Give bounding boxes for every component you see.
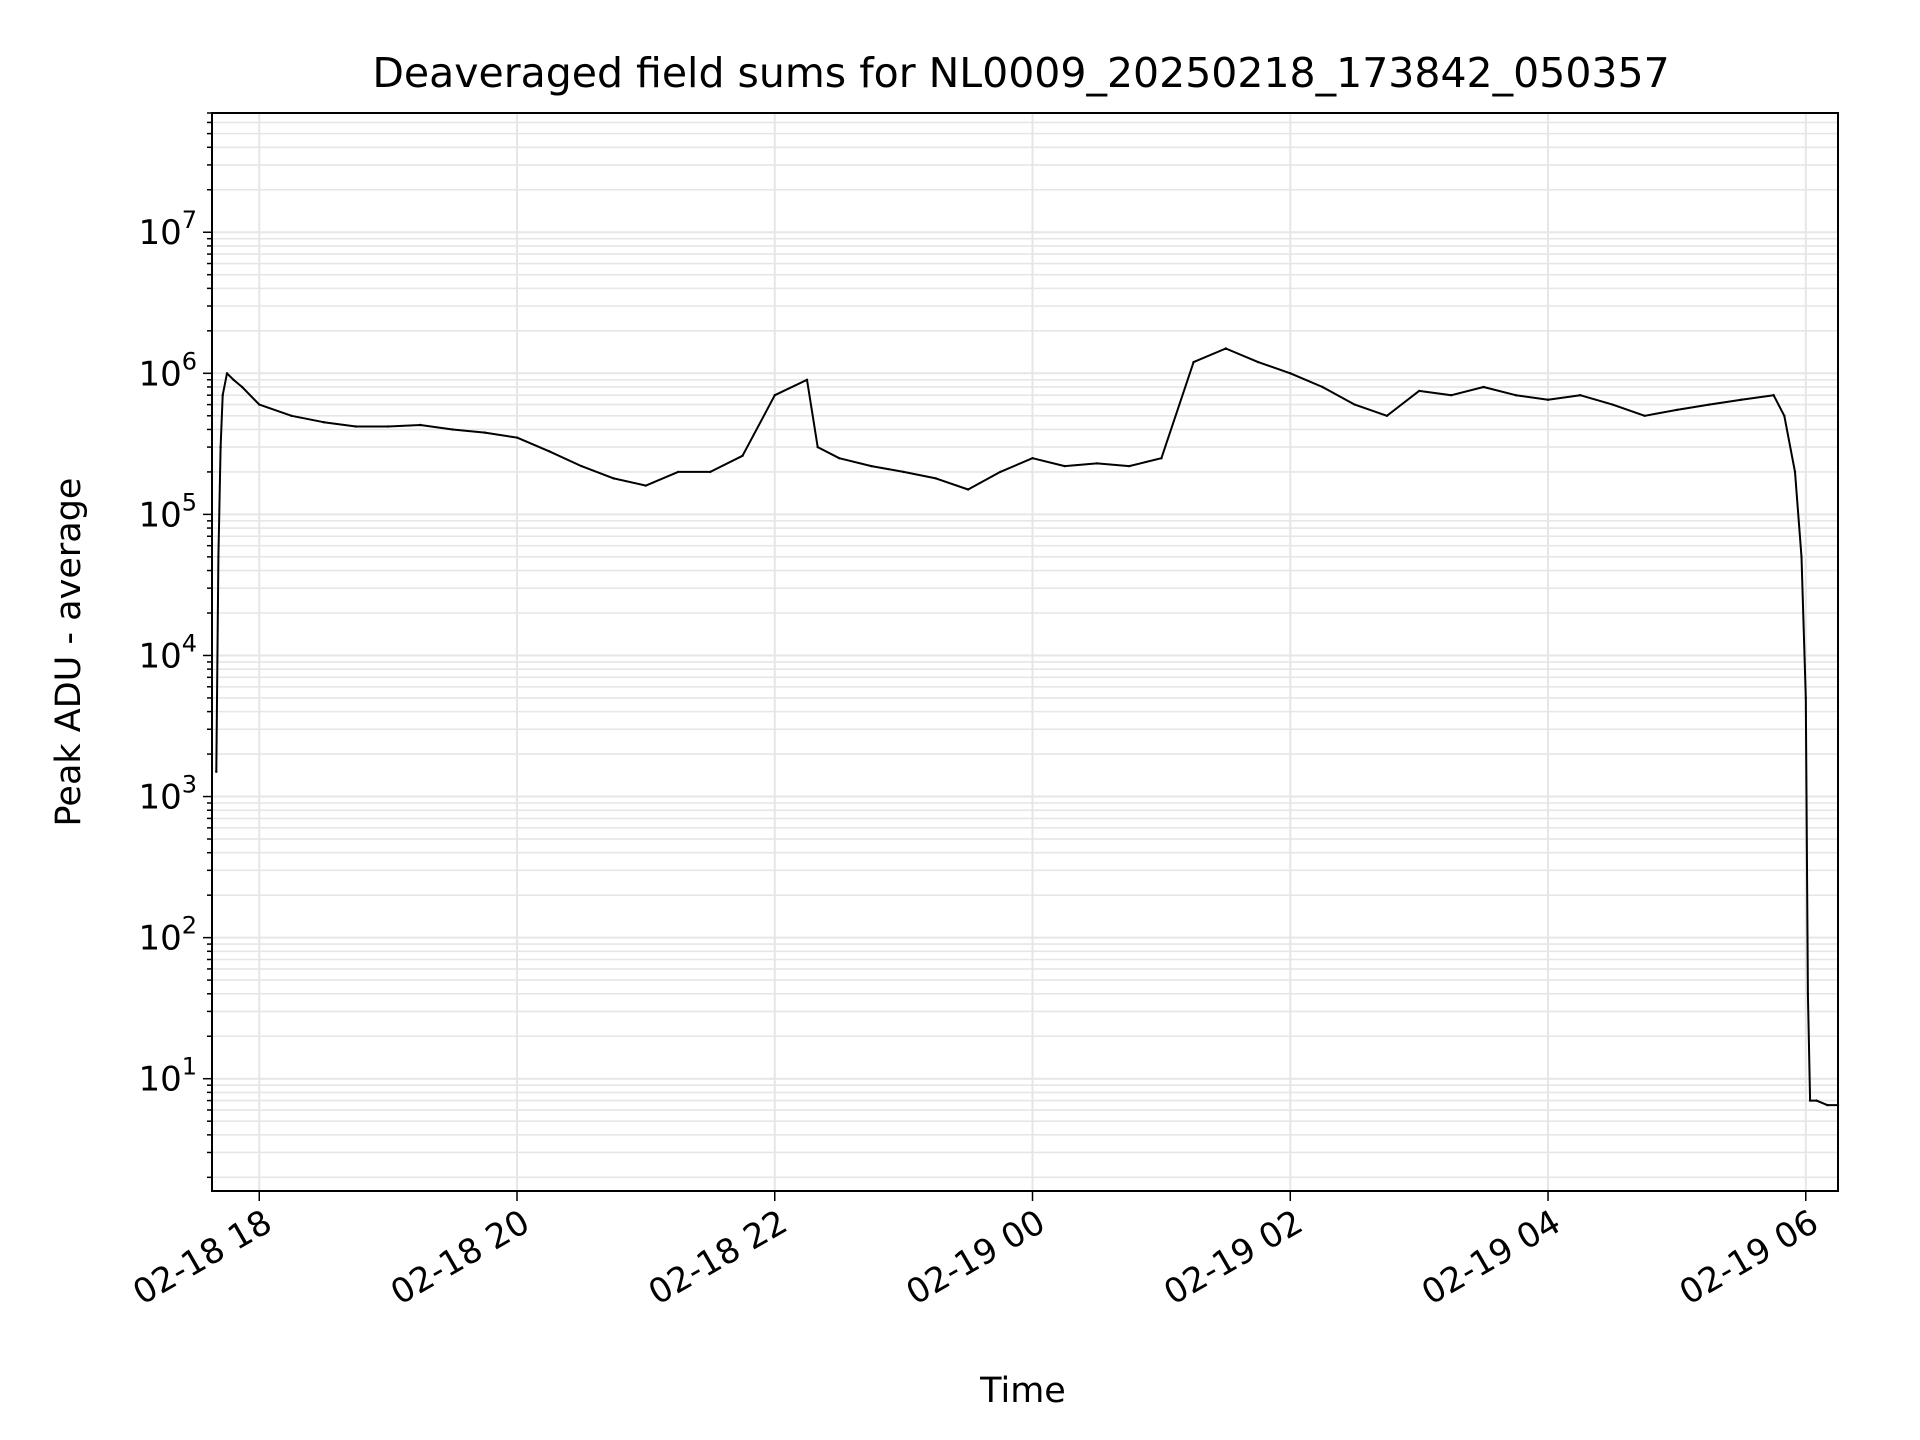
series-point — [1353, 403, 1356, 406]
series-point — [1675, 408, 1679, 412]
series-point — [1450, 394, 1453, 397]
series-point — [805, 378, 809, 381]
series-point — [709, 470, 712, 474]
series-point — [1192, 360, 1195, 364]
series-point — [290, 414, 293, 417]
y-tick-label-exponent: 6 — [182, 347, 197, 375]
series-point — [741, 454, 744, 457]
series-point — [816, 445, 819, 449]
y-tick-label-base: 10 — [138, 213, 181, 253]
series-point — [676, 470, 680, 474]
series-point — [1546, 398, 1550, 401]
series-point — [225, 372, 229, 375]
series-point — [515, 436, 519, 439]
y-tick-label: 101 — [138, 1053, 197, 1100]
series-point — [1800, 555, 1803, 559]
y-axis-label: Peak ADU - average — [49, 478, 89, 827]
series-point — [1643, 414, 1646, 417]
series-point — [451, 428, 454, 431]
y-tick-label: 105 — [138, 488, 197, 535]
y-tick-label-base: 10 — [138, 778, 181, 818]
series-point — [322, 421, 325, 424]
series-point — [1815, 1099, 1818, 1102]
series-point — [1707, 403, 1711, 406]
y-tick-label-exponent: 1 — [182, 1053, 197, 1081]
series-point — [1160, 457, 1163, 460]
series-point — [1224, 347, 1228, 350]
series-point — [232, 378, 235, 381]
plot-area-frame — [211, 112, 1839, 1192]
series-point — [1289, 372, 1292, 375]
y-tick-label: 103 — [138, 771, 197, 818]
series-point — [258, 403, 261, 406]
series-point — [644, 484, 648, 487]
series-point — [1826, 1103, 1829, 1107]
series-point — [966, 488, 970, 491]
series-point — [1095, 462, 1099, 465]
series-point — [870, 464, 873, 468]
series-point — [221, 394, 224, 397]
series-point — [1256, 360, 1260, 364]
y-tick-label-base: 10 — [138, 1060, 181, 1100]
series-point — [548, 450, 551, 453]
series-point — [999, 470, 1002, 474]
series-point — [1808, 1099, 1812, 1102]
series-point — [1793, 470, 1797, 474]
series-point — [240, 385, 244, 389]
series-point — [580, 464, 583, 468]
series-point — [483, 431, 486, 434]
y-tick-label: 104 — [138, 629, 197, 676]
series-point — [1031, 457, 1034, 460]
series-point — [1806, 992, 1810, 995]
y-tick-label-exponent: 4 — [182, 629, 197, 657]
series-point — [1321, 385, 1324, 389]
series-point — [1804, 696, 1808, 700]
y-tick-label-base: 10 — [138, 636, 181, 676]
series-point — [1385, 414, 1389, 417]
series-point — [612, 477, 615, 480]
series-layer — [215, 347, 1840, 1107]
y-tick-label-base: 10 — [138, 354, 181, 394]
series-point — [1772, 394, 1775, 397]
series-point — [215, 770, 218, 773]
y-tick-label-base: 10 — [138, 919, 181, 959]
series-point — [1783, 414, 1786, 417]
series-point — [354, 425, 358, 428]
series-point — [217, 555, 220, 559]
y-tick-label: 106 — [138, 347, 197, 394]
x-axis-label: Time — [979, 1371, 1066, 1411]
y-tick-label-exponent: 2 — [182, 912, 197, 940]
series-point — [1063, 464, 1066, 468]
series-point — [1514, 394, 1518, 397]
series-point — [1128, 464, 1131, 468]
grid-layer — [212, 112, 1838, 1191]
series-point — [386, 425, 390, 428]
chart-title: Deaveraged field sums for NL0009_2025021… — [372, 49, 1669, 97]
series-point — [902, 470, 905, 474]
y-tick-label: 107 — [138, 206, 197, 253]
series-point — [1482, 385, 1485, 389]
y-tick-label: 102 — [138, 912, 197, 959]
y-tick-label-base: 10 — [138, 495, 181, 535]
series-point — [1579, 394, 1582, 397]
series-point — [219, 445, 222, 449]
series-point — [1740, 398, 1743, 401]
series-point — [1417, 389, 1421, 393]
y-tick-label-exponent: 3 — [182, 771, 197, 799]
series-point — [1611, 403, 1614, 406]
y-tick-label-exponent: 7 — [182, 206, 197, 234]
series-point — [838, 457, 841, 460]
series-point — [934, 477, 938, 480]
y-tick-label-exponent: 5 — [182, 488, 197, 516]
series-point — [773, 394, 776, 397]
series-point — [419, 423, 422, 427]
